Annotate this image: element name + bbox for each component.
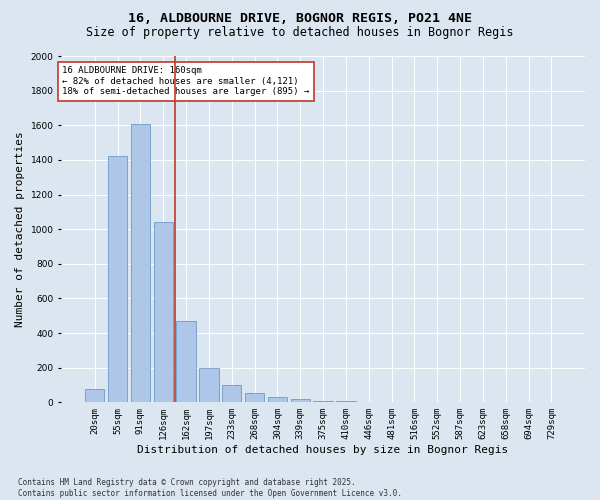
Bar	[85, 390, 104, 402]
Bar	[154, 222, 173, 402]
Bar	[176, 321, 196, 402]
Bar	[290, 399, 310, 402]
Text: 16, ALDBOURNE DRIVE, BOGNOR REGIS, PO21 4NE: 16, ALDBOURNE DRIVE, BOGNOR REGIS, PO21 …	[128, 12, 472, 26]
Bar	[108, 156, 127, 402]
Bar	[131, 124, 150, 402]
Bar	[268, 397, 287, 402]
Text: Contains HM Land Registry data © Crown copyright and database right 2025.
Contai: Contains HM Land Registry data © Crown c…	[18, 478, 402, 498]
X-axis label: Distribution of detached houses by size in Bognor Regis: Distribution of detached houses by size …	[137, 445, 509, 455]
Y-axis label: Number of detached properties: Number of detached properties	[15, 132, 25, 327]
Text: Size of property relative to detached houses in Bognor Regis: Size of property relative to detached ho…	[86, 26, 514, 39]
Bar	[245, 393, 264, 402]
Bar	[313, 400, 333, 402]
Text: 16 ALDBOURNE DRIVE: 160sqm
← 82% of detached houses are smaller (4,121)
18% of s: 16 ALDBOURNE DRIVE: 160sqm ← 82% of deta…	[62, 66, 310, 96]
Bar	[222, 385, 241, 402]
Bar	[199, 368, 218, 402]
